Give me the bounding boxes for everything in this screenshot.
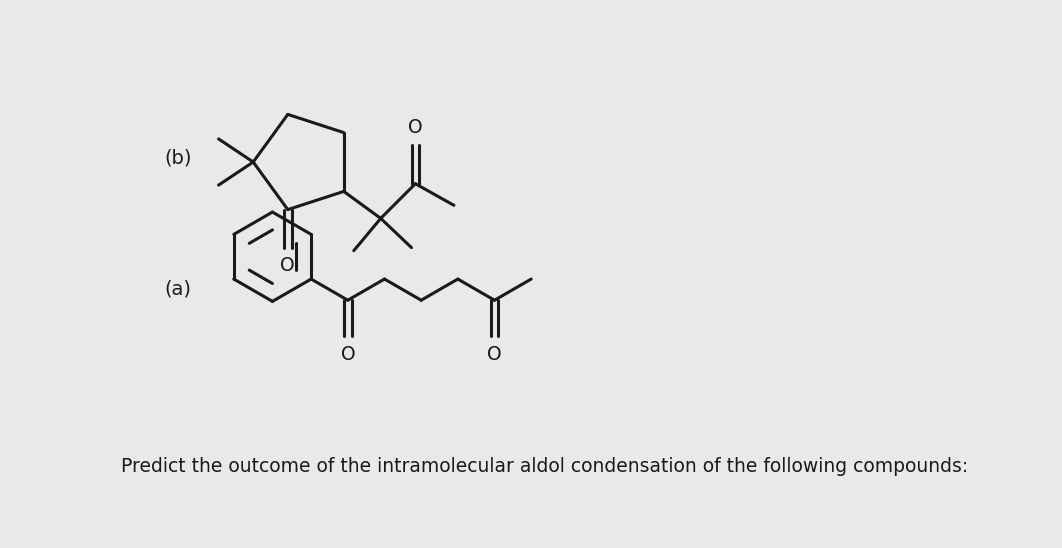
Text: O: O	[487, 345, 502, 364]
Text: O: O	[408, 118, 423, 137]
Text: (b): (b)	[165, 149, 192, 168]
Text: Predict the outcome of the intramolecular aldol condensation of the following co: Predict the outcome of the intramolecula…	[121, 456, 967, 476]
Text: O: O	[341, 345, 355, 364]
Text: (a): (a)	[165, 279, 191, 299]
Text: O: O	[280, 256, 295, 275]
